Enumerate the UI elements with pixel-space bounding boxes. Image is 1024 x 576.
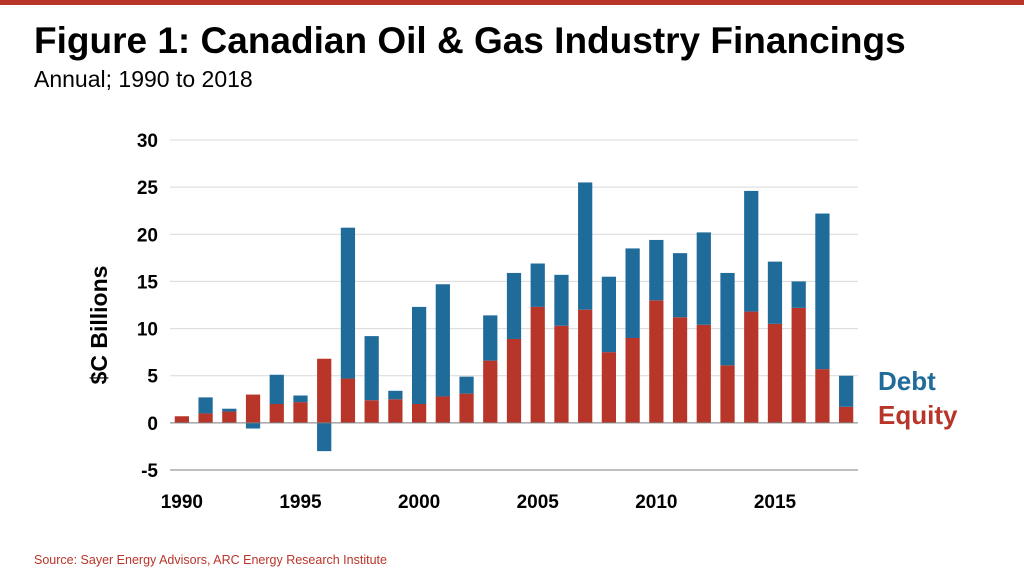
bar-equity	[340, 378, 356, 423]
bar-equity	[791, 307, 806, 423]
bar-equity	[601, 352, 617, 423]
bar-debt	[696, 232, 711, 325]
bar-equity	[459, 393, 474, 423]
bar-debt	[388, 390, 403, 400]
bar-debt	[340, 227, 356, 379]
bar-equity	[411, 404, 427, 423]
x-tick-label: 1990	[161, 492, 203, 513]
bar-debt	[601, 276, 617, 353]
bar-debt	[293, 395, 308, 403]
bar-equity	[198, 413, 213, 423]
bar-equity	[815, 369, 830, 423]
bar-debt	[269, 374, 284, 404]
bar-equity	[269, 404, 284, 423]
bar-debt	[815, 213, 830, 370]
bar-equity	[625, 338, 640, 423]
bar-equity	[578, 309, 593, 423]
bar-debt	[720, 272, 735, 366]
bar-equity	[744, 311, 759, 423]
bar-debt	[839, 375, 854, 407]
bar-debt	[625, 248, 640, 338]
bar-debt	[245, 422, 261, 429]
bar-equity	[293, 402, 308, 423]
chart-subtitle: Annual; 1990 to 2018	[34, 66, 253, 92]
bar-equity	[839, 406, 854, 423]
bar-equity	[388, 399, 403, 423]
y-tick-label: 10	[137, 320, 158, 341]
bar-equity	[435, 396, 450, 423]
bar-debt	[222, 408, 237, 412]
bar-debt	[435, 284, 450, 397]
x-tick-label: 1995	[279, 492, 322, 513]
bar-debt	[530, 263, 545, 307]
bar-equity	[649, 300, 664, 423]
bar-debt	[317, 422, 332, 452]
bar-equity	[245, 394, 261, 423]
bar-debt	[767, 261, 783, 324]
bar-equity	[317, 358, 332, 423]
bar-equity	[530, 306, 545, 423]
legend-debt: Debt	[878, 366, 936, 396]
y-tick-label: 0	[147, 414, 158, 435]
bar-equity	[506, 338, 522, 423]
bar-debt	[198, 397, 213, 414]
y-tick-label: 15	[137, 272, 159, 293]
x-tick-label: 2015	[754, 492, 797, 513]
bar-equity	[174, 416, 189, 423]
x-tick-label: 2010	[635, 492, 677, 513]
bar-debt	[672, 253, 688, 318]
bar-debt	[411, 306, 427, 404]
legend-equity: Equity	[878, 400, 958, 430]
bar-equity	[364, 400, 379, 423]
bar-equity	[222, 411, 237, 423]
y-tick-label: 25	[137, 178, 159, 199]
bar-equity	[696, 324, 711, 423]
bar-debt	[791, 281, 806, 308]
bar-equity	[554, 325, 569, 423]
bar-equity	[672, 317, 688, 423]
y-axis-label: $C Billions	[86, 266, 112, 385]
bar-debt	[483, 315, 498, 361]
bar-debt	[744, 190, 759, 312]
y-tick-label: -5	[141, 461, 158, 482]
bar-debt	[459, 376, 474, 394]
bar-equity	[767, 323, 783, 423]
chart-title: Figure 1: Canadian Oil & Gas Industry Fi…	[34, 20, 906, 61]
x-tick-label: 2000	[398, 492, 440, 513]
bar-equity	[720, 365, 735, 423]
bar-debt	[649, 239, 664, 301]
bar-debt	[364, 336, 379, 401]
bar-debt	[554, 274, 569, 326]
bar-debt	[578, 182, 593, 310]
y-tick-label: 20	[137, 225, 158, 246]
bar-debt	[506, 272, 522, 339]
y-tick-label: 5	[147, 367, 158, 388]
x-tick-label: 2005	[517, 492, 560, 513]
top-accent-rule	[0, 0, 1024, 5]
bar-equity	[483, 360, 498, 423]
y-tick-label: 30	[137, 131, 158, 152]
source-note: Source: Sayer Energy Advisors, ARC Energ…	[34, 553, 387, 567]
